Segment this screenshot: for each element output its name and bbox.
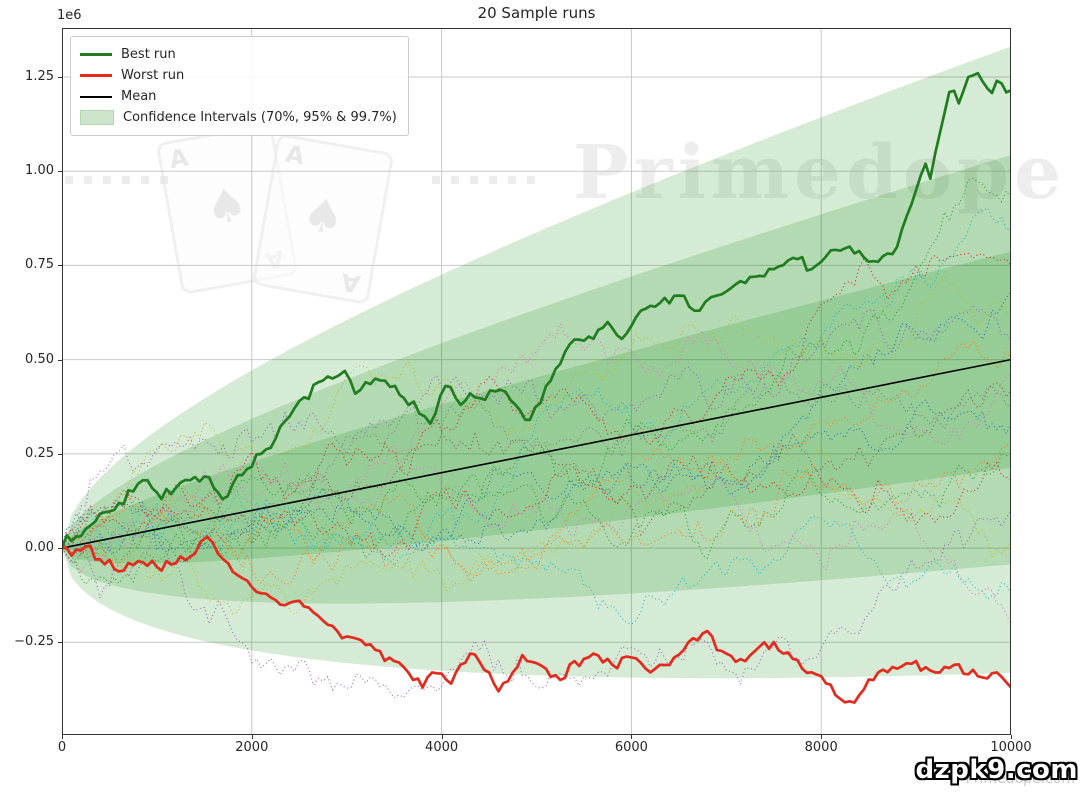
y-tick-label: 1.00 xyxy=(25,163,54,179)
y-tick-label: 0.75 xyxy=(25,257,54,273)
y-tick-mark xyxy=(58,548,62,550)
watermark-dot xyxy=(527,176,535,184)
legend-label: Confidence Intervals (70%, 95% & 99.7%) xyxy=(123,110,397,125)
x-tick-label: 2000 xyxy=(235,740,269,755)
legend-label: Worst run xyxy=(121,68,185,83)
y-tick-mark xyxy=(58,642,62,644)
y-axis-offset-label: 1e6 xyxy=(57,8,82,23)
watermark-dot xyxy=(160,176,168,184)
watermark-dot xyxy=(122,176,130,184)
x-tick-label: 6000 xyxy=(614,740,648,755)
x-tick-label: 0 xyxy=(57,740,67,755)
x-tick-mark xyxy=(441,735,443,739)
y-tick-mark xyxy=(58,265,62,267)
watermark-dot xyxy=(65,176,73,184)
watermark-dots-left xyxy=(65,176,168,184)
watermark-dot xyxy=(84,176,92,184)
legend-item: Mean xyxy=(80,86,397,107)
legend-label: Best run xyxy=(121,47,176,62)
watermark-dots-middle xyxy=(432,176,535,184)
x-tick-mark xyxy=(251,735,253,739)
watermark-dot xyxy=(470,176,478,184)
y-tick-label: 1.25 xyxy=(25,69,54,84)
legend: Best run Worst run Mean Confidence Interval… xyxy=(70,36,409,136)
y-tick-mark xyxy=(58,453,62,455)
legend-patch-swatch xyxy=(80,110,114,125)
legend-line-swatch xyxy=(80,74,112,77)
y-tick-mark xyxy=(58,359,62,361)
y-tick-label: 0.25 xyxy=(25,445,54,461)
legend-item: Worst run xyxy=(80,65,397,86)
plot-svg xyxy=(62,28,1011,735)
legend-line-swatch xyxy=(80,95,112,98)
legend-item: Confidence Intervals (70%, 95% & 99.7%) xyxy=(80,107,397,128)
x-tick-mark xyxy=(821,735,823,739)
site-watermark-badge: dzpk9.com xyxy=(915,755,1078,785)
chart-title: 20 Sample runs xyxy=(477,4,596,22)
badge-backdrop-text: Primedope.com xyxy=(965,771,1075,787)
legend-line-swatch xyxy=(80,53,112,56)
watermark-dot xyxy=(489,176,497,184)
legend-label: Mean xyxy=(121,89,157,104)
x-tick-mark xyxy=(62,735,63,739)
watermark-dot xyxy=(141,176,149,184)
plot-area xyxy=(62,28,1011,735)
y-tick-label: 0.50 xyxy=(25,351,54,367)
x-tick-mark xyxy=(631,735,633,739)
x-tick-label: 8000 xyxy=(804,740,838,755)
y-tick-mark xyxy=(58,77,62,78)
y-tick-mark xyxy=(58,171,62,173)
x-tick-label: 4000 xyxy=(425,740,459,755)
watermark-dot xyxy=(432,176,440,184)
watermark-brand-text: Primedope xyxy=(573,130,1067,216)
y-tick-label: −0.25 xyxy=(14,634,54,650)
legend-item: Best run xyxy=(80,44,397,65)
watermark-dot xyxy=(508,176,516,184)
x-tick-label: 10000 xyxy=(990,740,1032,755)
y-tick-label: 0.00 xyxy=(25,540,54,556)
watermark-dot xyxy=(451,176,459,184)
x-tick-mark xyxy=(1011,735,1012,739)
watermark-dot xyxy=(103,176,111,184)
